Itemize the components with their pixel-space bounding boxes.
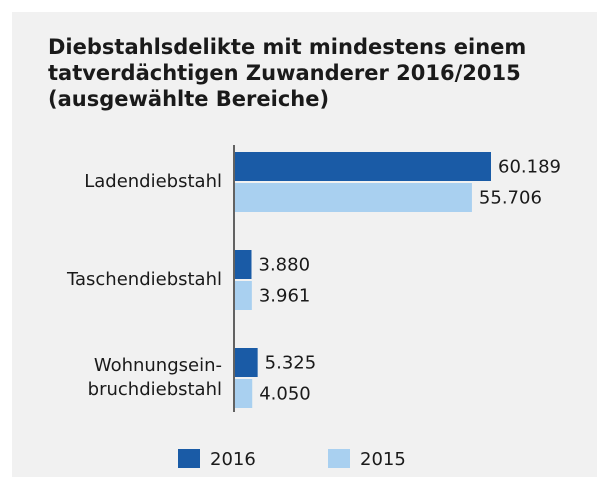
bar	[235, 281, 252, 310]
chart-title: Diebstahlsdelikte mit mindestens einem ta…	[48, 35, 526, 111]
category-label: Wohnungsein-bruchdiebstahl	[88, 355, 222, 400]
legend-label: 2015	[360, 449, 406, 470]
panel	[12, 12, 597, 477]
value-label: 3.961	[259, 286, 311, 307]
value-label: 4.050	[259, 384, 311, 405]
bar	[235, 348, 258, 377]
bar	[235, 250, 252, 279]
bar	[235, 152, 491, 181]
bar	[235, 183, 472, 212]
legend-swatch	[328, 449, 350, 468]
legend-label: 2016	[210, 449, 256, 470]
legend-swatch	[178, 449, 200, 468]
value-label: 60.189	[498, 157, 561, 178]
bar	[235, 379, 253, 408]
category-label: Taschendiebstahl	[66, 269, 222, 290]
value-label: 5.325	[265, 353, 317, 374]
value-label: 3.880	[259, 255, 311, 276]
category-label: Ladendiebstahl	[84, 171, 222, 192]
value-label: 55.706	[479, 188, 542, 209]
